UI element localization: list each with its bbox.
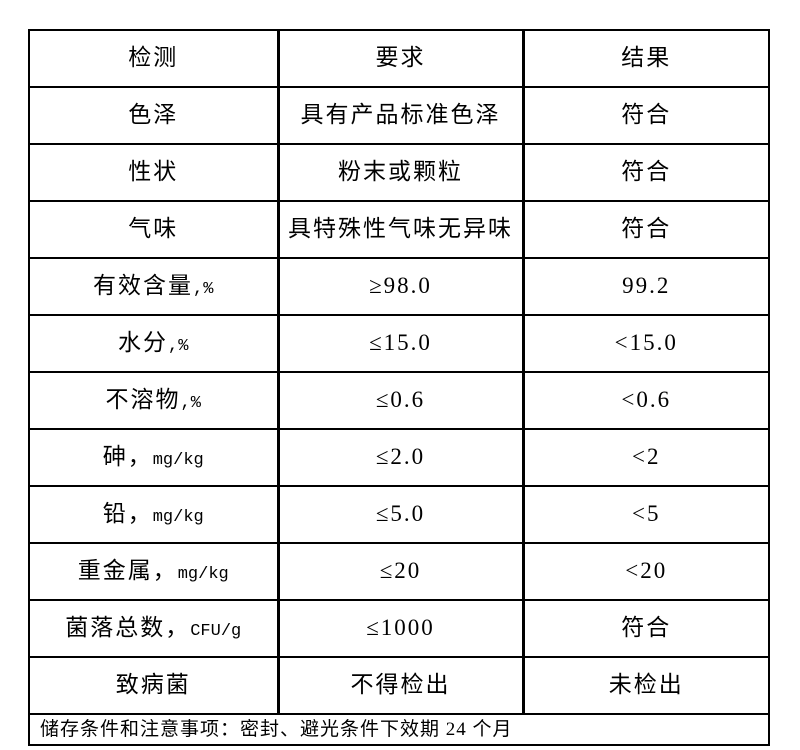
- inspection-table: 检测 要求 结果 色泽 具有产品标准色泽 符合 性状 粉末或颗粒 符合 气味 具…: [28, 29, 770, 746]
- requirement-cell: 具特殊性气味无异味: [276, 200, 524, 259]
- table-row: 气味 具特殊性气味无异味 符合: [28, 200, 770, 259]
- result-cell: 符合: [521, 143, 770, 202]
- test-name-cell: 色泽: [28, 86, 279, 145]
- requirement-cell: ≤5.0: [276, 485, 524, 544]
- table-row: 有效含量,% ≥98.0 99.2: [28, 257, 770, 316]
- test-name-cell: 气味: [28, 200, 279, 259]
- result-cell: <2: [521, 428, 770, 487]
- test-name-cell: 菌落总数，CFU/g: [28, 599, 279, 658]
- test-name-cell: 水分,%: [28, 314, 279, 373]
- footer-row: 储存条件和注意事项：密封、避光条件下效期 24 个月: [28, 713, 770, 746]
- unit-text: mg/kg: [177, 565, 229, 585]
- unit-text: ,%: [168, 337, 189, 357]
- test-name-cell: 性状: [28, 143, 279, 202]
- table-row: 菌落总数，CFU/g ≤1000 符合: [28, 599, 770, 658]
- table-row: 水分,% ≤15.0 <15.0: [28, 314, 770, 373]
- requirement-cell: ≥98.0: [276, 257, 524, 316]
- requirement-cell: 不得检出: [276, 656, 524, 715]
- table-row: 重金属，mg/kg ≤20 <20: [28, 542, 770, 601]
- requirement-cell: ≤2.0: [276, 428, 524, 487]
- result-cell: 未检出: [521, 656, 770, 715]
- storage-note: 储存条件和注意事项：密封、避光条件下效期 24 个月: [28, 713, 770, 746]
- unit-text: ,%: [193, 280, 214, 300]
- requirement-cell: 粉末或颗粒: [276, 143, 524, 202]
- test-name-cell: 不溶物,%: [28, 371, 279, 430]
- header-row: 检测 要求 结果: [28, 29, 770, 88]
- table-row: 不溶物,% ≤0.6 <0.6: [28, 371, 770, 430]
- result-cell: <5: [521, 485, 770, 544]
- unit-text: ,%: [180, 394, 201, 414]
- test-name-cell: 致病菌: [28, 656, 279, 715]
- requirement-cell: ≤0.6: [276, 371, 524, 430]
- requirement-cell: ≤1000: [276, 599, 524, 658]
- table-row: 性状 粉末或颗粒 符合: [28, 143, 770, 202]
- result-cell: <20: [521, 542, 770, 601]
- result-cell: 符合: [521, 599, 770, 658]
- result-cell: <0.6: [521, 371, 770, 430]
- requirement-cell: 具有产品标准色泽: [276, 86, 524, 145]
- table-row: 色泽 具有产品标准色泽 符合: [28, 86, 770, 145]
- table-row: 砷，mg/kg ≤2.0 <2: [28, 428, 770, 487]
- header-result: 结果: [521, 29, 770, 88]
- result-cell: 符合: [521, 86, 770, 145]
- header-requirement: 要求: [276, 29, 524, 88]
- test-name-cell: 铅，mg/kg: [28, 485, 279, 544]
- test-name-cell: 砷，mg/kg: [28, 428, 279, 487]
- requirement-cell: ≤20: [276, 542, 524, 601]
- result-cell: 99.2: [521, 257, 770, 316]
- test-name-cell: 重金属，mg/kg: [28, 542, 279, 601]
- table-row: 铅，mg/kg ≤5.0 <5: [28, 485, 770, 544]
- table-row: 致病菌 不得检出 未检出: [28, 656, 770, 715]
- unit-text: mg/kg: [152, 508, 204, 528]
- unit-text: mg/kg: [152, 451, 204, 471]
- unit-text: CFU/g: [190, 622, 242, 642]
- result-cell: 符合: [521, 200, 770, 259]
- test-name-cell: 有效含量,%: [28, 257, 279, 316]
- result-cell: <15.0: [521, 314, 770, 373]
- header-test: 检测: [28, 29, 279, 88]
- requirement-cell: ≤15.0: [276, 314, 524, 373]
